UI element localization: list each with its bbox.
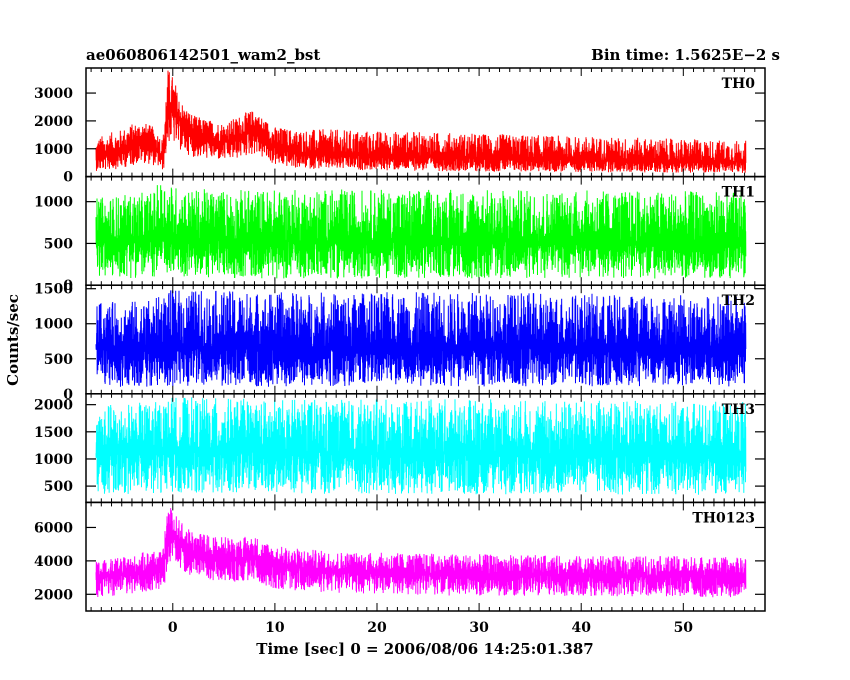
y-tick-label: 1000 (34, 317, 73, 333)
panel-label-th3: TH3 (722, 402, 755, 418)
panel-label-th0: TH0 (722, 76, 756, 92)
y-tick-label: 500 (44, 352, 73, 368)
y-tick-label: 0 (63, 170, 73, 186)
y-tick-label: 6000 (34, 520, 73, 536)
series-th1-line (95, 185, 747, 279)
panel-th0: 0 1000 2000 3000 TH0 (34, 67, 766, 186)
x-tick-label: 50 (674, 620, 694, 636)
y-tick-label: 0 (63, 387, 73, 403)
y-tick-label: 1000 (34, 195, 73, 211)
y-tick-label: 0 (63, 278, 73, 294)
y-tick-label: 500 (44, 479, 73, 495)
series-th0123-line (95, 508, 747, 598)
chart-title-left: ae060806142501_wam2_bst (86, 46, 320, 64)
series-th0-line (95, 70, 747, 173)
panel-label-th0123: TH0123 (692, 510, 755, 526)
y-tick-label: 500 (44, 236, 73, 252)
panel-frame-th0123 (85, 501, 766, 612)
panel-th0123: 2000 4000 6000 TH0123 (34, 501, 766, 612)
x-tick-label: 0 (168, 620, 178, 636)
panel-th2: 0 500 1000 1500 TH2 (34, 282, 766, 403)
panel-label-th2: TH2 (722, 293, 755, 309)
y-tick-label: 3000 (34, 86, 73, 102)
y-tick-label: 1000 (34, 142, 73, 158)
panels-group: 0100020003000TH005001000TH1050010001500T… (34, 67, 766, 636)
panel-th3: 500 1000 1500 2000 TH3 (34, 393, 766, 504)
x-tick-label: 20 (367, 620, 387, 636)
x-axis-label: Time [sec] 0 = 2006/08/06 14:25:01.387 (256, 640, 593, 658)
y-tick-label: 1000 (34, 452, 73, 468)
series-th2-line (95, 290, 747, 387)
series-th3-line (95, 397, 747, 495)
y-tick-label: 4000 (34, 554, 73, 570)
y-tick-label: 1500 (34, 282, 73, 298)
y-tick-label: 2000 (34, 114, 73, 130)
panel-th1: 0 500 1000 TH1 (34, 175, 766, 294)
y-axis-label: Counts/sec (4, 294, 22, 386)
x-tick-label: 30 (469, 620, 489, 636)
y-tick-label: 2000 (34, 587, 73, 603)
x-tick-label: 40 (571, 620, 591, 636)
x-tick-label: 10 (265, 620, 285, 636)
panel-label-th1: TH1 (722, 185, 755, 201)
chart-title-right: Bin time: 1.5625E−2 s (591, 46, 780, 64)
y-tick-label: 1500 (34, 425, 73, 441)
y-tick-label: 2000 (34, 398, 73, 414)
